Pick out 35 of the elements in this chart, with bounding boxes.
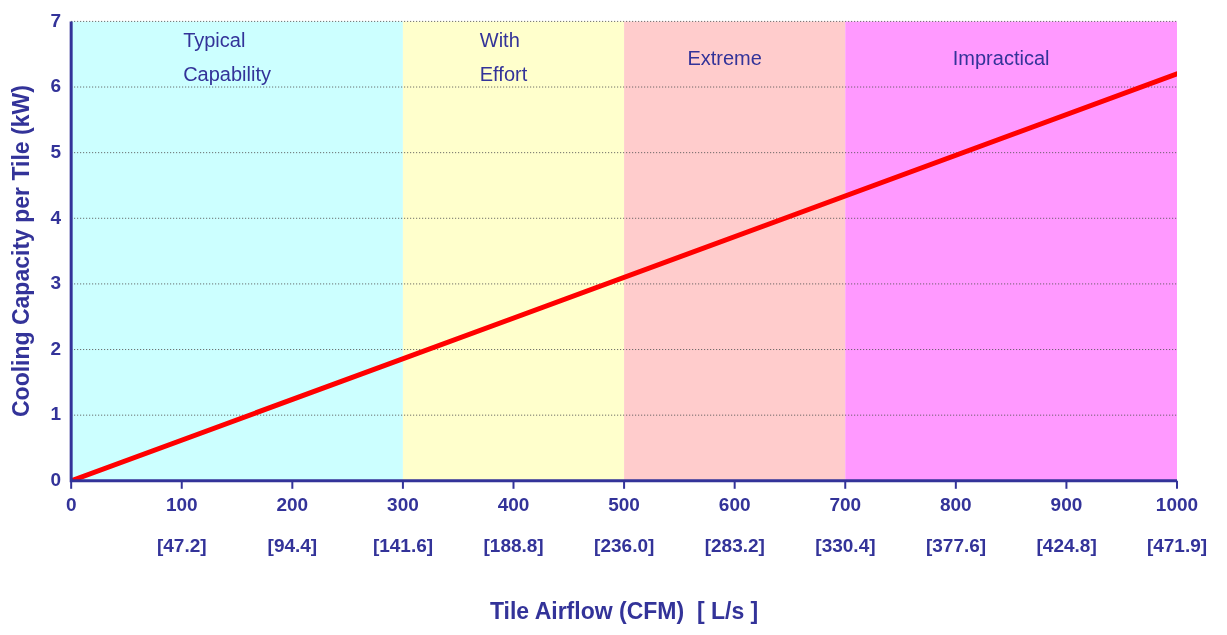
x-tick-label: 900 — [1050, 494, 1083, 516]
y-tick-label: 2 — [50, 337, 62, 359]
x2-tick-label: [47.2] — [156, 535, 207, 557]
x-tick-label: 100 — [165, 494, 198, 516]
y-tick-label: 4 — [50, 206, 62, 228]
x-tick-label: 300 — [387, 494, 419, 516]
y-tick-label: 7 — [50, 9, 62, 31]
x-tick-label: 400 — [497, 494, 530, 516]
x-tick-label: 800 — [939, 494, 972, 516]
x-tick-label: 200 — [276, 494, 309, 516]
band-label: Impractical — [952, 46, 1050, 69]
x2-tick-label: [141.6] — [372, 535, 434, 557]
x-axis-title: Tile Airflow (CFM) [ L/s ] — [489, 597, 759, 624]
band-label: Typical Capability — [183, 28, 271, 85]
x2-tick-label: [283.2] — [704, 535, 765, 557]
x-tick-label: 0 — [65, 494, 77, 516]
x2-tick-label: [94.4] — [267, 535, 318, 557]
y-tick-label: 5 — [50, 140, 62, 162]
band-label: Extreme — [687, 46, 762, 69]
y-axis-title: Cooling Capacity per Tile (kW) — [8, 85, 35, 418]
y-tick-label: 0 — [50, 469, 62, 491]
x2-tick-label: [424.8] — [1036, 535, 1097, 557]
x-tick-label: 600 — [718, 494, 751, 516]
y-tick-label: 6 — [50, 75, 62, 97]
x2-tick-label: [377.6] — [925, 535, 987, 557]
y-tick-label: 1 — [50, 403, 62, 425]
x2-tick-label: [236.0] — [594, 535, 655, 557]
x2-tick-label: [188.8] — [483, 535, 544, 557]
x-tick-label: 700 — [829, 494, 862, 516]
x-tick-label: 1000 — [1155, 494, 1199, 516]
x2-tick-label: [330.4] — [815, 535, 876, 557]
x-tick-label: 500 — [608, 494, 640, 516]
band-label: With Effort — [479, 28, 528, 85]
y-tick-label: 3 — [50, 272, 62, 294]
x2-tick-label: [471.9] — [1146, 535, 1208, 557]
